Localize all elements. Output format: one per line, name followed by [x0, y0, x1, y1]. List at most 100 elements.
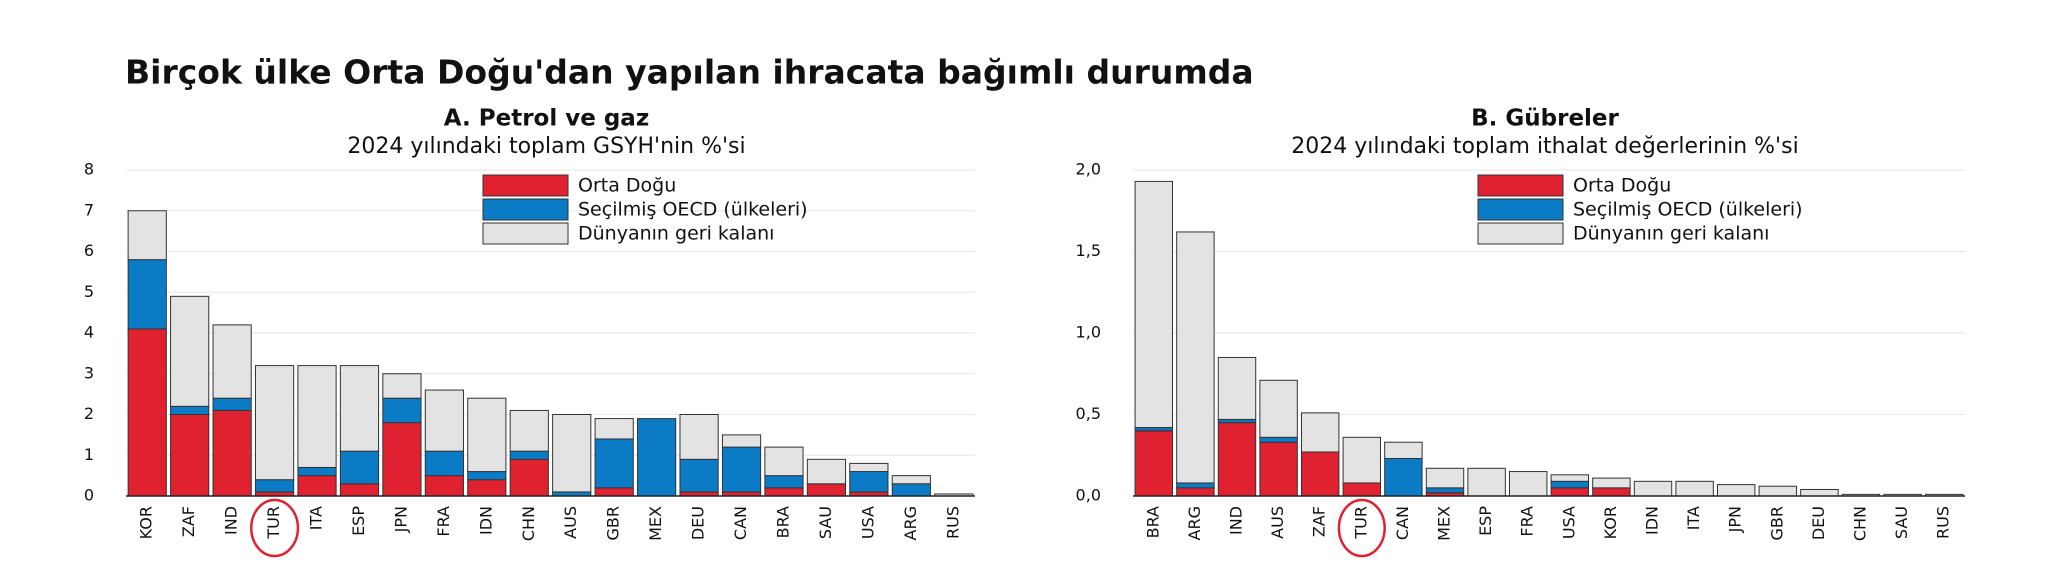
bar-segment: [424, 450, 464, 477]
x-tick-label: GBR: [1767, 506, 1786, 541]
bar-segment: [679, 414, 719, 460]
bar-segment: [1467, 467, 1506, 497]
x-tick-label: DEU: [1809, 506, 1828, 540]
bar-segment: [594, 487, 634, 497]
bar-segment: [170, 295, 210, 407]
x-tick-label: MEX: [646, 506, 665, 541]
y-tick-label: 4: [84, 323, 94, 342]
bar-segment: [170, 414, 210, 497]
legend-label: Seçilmiş OECD (ülkeleri): [1573, 199, 1803, 221]
bar-segment: [1675, 480, 1714, 497]
bar-segment: [297, 365, 337, 468]
y-tick-label: 1,5: [1076, 241, 1101, 260]
y-tick-label: 7: [84, 200, 94, 219]
legend-swatch: [482, 198, 569, 221]
bar-segment: [424, 475, 464, 497]
y-tick-label: 1: [84, 445, 94, 464]
y-tick-label: 3: [84, 363, 94, 382]
legend-swatch: [1477, 174, 1564, 197]
bar-segment: [1758, 485, 1798, 497]
x-tick-label: TUR: [264, 506, 283, 540]
bar-segment: [594, 438, 634, 489]
y-tick-label: 0: [84, 486, 94, 505]
legend-swatch: [482, 174, 569, 197]
bar-segment: [1550, 474, 1590, 482]
bar-segment: [127, 259, 167, 330]
x-tick-label: IDN: [1643, 506, 1662, 535]
bar-segment: [424, 389, 464, 452]
bar-segment: [1176, 487, 1215, 497]
x-tick-label: CAN: [731, 506, 750, 540]
bar-segment: [339, 365, 380, 452]
bar-segment: [891, 483, 931, 497]
x-tick-label: CAN: [1393, 506, 1412, 540]
bar-segment: [509, 409, 549, 452]
bar-segment: [679, 458, 719, 493]
bar-segment: [764, 475, 804, 489]
bar-segment: [1217, 422, 1257, 497]
bar-segment: [1176, 482, 1215, 489]
bar-segment: [1425, 487, 1465, 494]
bar-segment: [849, 462, 889, 473]
legend-swatch: [482, 222, 569, 245]
bar-segment: [764, 487, 804, 497]
y-tick-label: 2,0: [1076, 160, 1101, 179]
legend-label: Seçilmiş OECD (ülkeleri): [578, 199, 808, 221]
bar-segment: [1384, 441, 1423, 460]
x-tick-label: USA: [858, 506, 877, 539]
bar-segment: [849, 471, 889, 493]
bar-segment: [467, 397, 507, 473]
panel-title: A. Petrol ve gaz: [444, 106, 649, 132]
bar-segment: [127, 328, 167, 497]
bar-segment: [254, 365, 295, 481]
bar-segment: [509, 450, 549, 460]
x-tick-label: JPN: [391, 506, 410, 533]
legend-label: Dünyanın geri kalanı: [1573, 223, 1769, 245]
x-tick-label: AUS: [1268, 506, 1287, 539]
legend-label: Orta Doğu: [1573, 175, 1671, 197]
x-tick-label: KOR: [137, 506, 156, 539]
bar-segment: [1800, 488, 1839, 497]
x-tick-label: ITA: [1684, 506, 1703, 530]
y-tick-label: 0,5: [1076, 404, 1101, 423]
bar-segment: [1300, 412, 1340, 453]
bar-segment: [1217, 356, 1257, 420]
highlight-circle: [249, 498, 300, 558]
y-tick-label: 5: [84, 282, 94, 301]
bar-segment: [1550, 487, 1590, 497]
x-tick-label: ESP: [349, 506, 368, 536]
bar-segment: [339, 450, 380, 485]
bar-segment: [382, 373, 422, 399]
bar-segment: [721, 446, 762, 493]
bar-segment: [1508, 471, 1548, 497]
x-tick-label: CHN: [519, 506, 538, 541]
bar-segment: [1134, 430, 1174, 497]
bar-segment: [1300, 451, 1340, 497]
x-tick-label: KOR: [1601, 506, 1620, 539]
bar-segment: [1342, 482, 1382, 497]
x-tick-label: ESP: [1476, 506, 1495, 536]
bar-segment: [212, 324, 252, 399]
x-tick-label: DEU: [689, 506, 708, 540]
bar-segment: [1592, 487, 1631, 497]
bar-segment: [467, 479, 507, 497]
bar-segment: [339, 483, 380, 497]
bar-segment: [467, 471, 507, 481]
bar-segment: [212, 397, 252, 411]
x-tick-label: IDN: [476, 506, 495, 535]
bar-segment: [721, 434, 762, 448]
bar-segment: [382, 422, 422, 497]
legend-label: Dünyanın geri kalanı: [578, 223, 774, 245]
panel-subtitle: 2024 yılındaki toplam ithalat değerlerin…: [1291, 134, 1798, 159]
x-tick-label: ITA: [307, 506, 326, 530]
panel-subtitle: 2024 yılındaki toplam GSYH'nin %'si: [347, 134, 745, 159]
bar-segment: [806, 458, 847, 485]
y-tick-label: 6: [84, 241, 94, 260]
bar-segment: [1259, 436, 1298, 443]
x-tick-label: USA: [1559, 506, 1578, 539]
bar-segment: [1384, 458, 1423, 497]
x-tick-label: FRA: [1518, 506, 1537, 537]
x-tick-label: FRA: [434, 506, 453, 537]
bar-segment: [806, 483, 847, 497]
